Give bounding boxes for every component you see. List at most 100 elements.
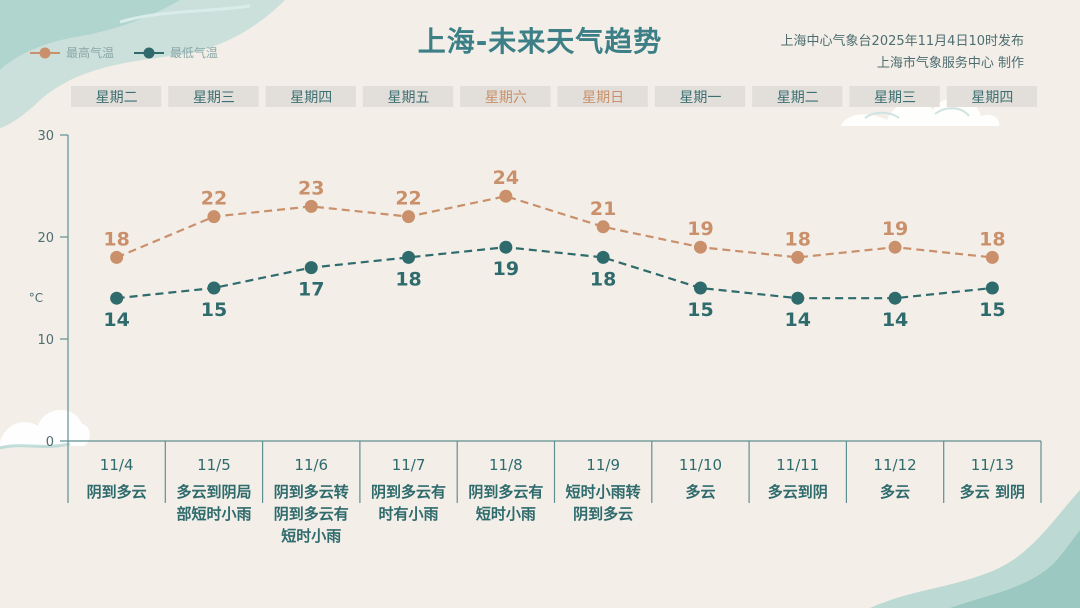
weekday-label: 星期四 bbox=[290, 90, 332, 106]
legend-high: 最高气温 bbox=[28, 44, 114, 61]
weekday-box bbox=[752, 86, 843, 107]
high-temp-label: 23 bbox=[298, 177, 324, 199]
weekday-label: 星期六 bbox=[485, 90, 527, 106]
high-temp-label: 19 bbox=[882, 218, 908, 240]
y-axis-unit: °C bbox=[29, 291, 43, 305]
low-temp-line bbox=[116, 246, 993, 300]
low-temp-point bbox=[888, 291, 902, 305]
low-temp-label: 14 bbox=[882, 309, 908, 331]
high-temp-label: 22 bbox=[201, 188, 227, 210]
weather-description: 部短时小雨 bbox=[176, 505, 251, 523]
weekday-box bbox=[168, 86, 259, 107]
high-temp-point bbox=[304, 199, 318, 213]
high-temp-label: 18 bbox=[785, 228, 811, 250]
weekday-label: 星期日 bbox=[582, 90, 624, 106]
weekday-label: 星期三 bbox=[874, 90, 916, 106]
low-temp-point bbox=[791, 291, 805, 305]
weather-description: 短时小雨 bbox=[476, 505, 536, 523]
weekday-label: 星期三 bbox=[193, 90, 235, 106]
high-temp-point bbox=[499, 189, 513, 203]
publisher-line-2: 上海市气象服务中心 制作 bbox=[876, 56, 1024, 71]
low-temp-point bbox=[207, 281, 221, 295]
weather-description: 阴到多云有 bbox=[468, 483, 543, 501]
date-label: 11/12 bbox=[873, 456, 916, 474]
weather-description: 多云到阴 bbox=[768, 483, 828, 501]
weather-description: 阴到多云有 bbox=[274, 505, 349, 523]
date-label: 11/5 bbox=[197, 456, 231, 474]
low-temp-point bbox=[596, 250, 610, 264]
high-temp-label: 22 bbox=[395, 188, 421, 210]
high-temp-point bbox=[596, 220, 610, 234]
high-temp-point bbox=[888, 240, 902, 254]
weather-description: 阴到多云 bbox=[573, 505, 633, 523]
weather-description: 阴到多云转 bbox=[274, 483, 349, 501]
weather-description: 阴到多云有 bbox=[371, 483, 446, 501]
low-temp-label: 15 bbox=[201, 299, 227, 321]
high-temp-label: 24 bbox=[493, 167, 519, 189]
weather-description: 阴到多云 bbox=[87, 483, 147, 501]
weekday-box bbox=[849, 86, 940, 107]
date-label: 11/6 bbox=[294, 456, 328, 474]
cloud-left-decoration bbox=[0, 409, 90, 450]
weather-description: 短时小雨 bbox=[281, 527, 341, 545]
legend-high-label: 最高气温 bbox=[66, 46, 115, 60]
low-temp-label: 14 bbox=[103, 309, 129, 331]
y-tick-label: 10 bbox=[37, 333, 54, 348]
high-temp-label: 18 bbox=[979, 228, 1005, 250]
low-temp-label: 19 bbox=[493, 258, 519, 280]
weekday-box bbox=[946, 86, 1037, 107]
y-tick-label: 0 bbox=[46, 435, 54, 450]
date-label: 11/11 bbox=[776, 456, 819, 474]
weekday-box bbox=[265, 86, 356, 107]
weekday-label: 星期四 bbox=[971, 90, 1013, 106]
low-temp-label: 14 bbox=[785, 309, 811, 331]
low-temp-point bbox=[304, 261, 318, 275]
date-label: 11/7 bbox=[392, 456, 426, 474]
weather-description: 多云 到阴 bbox=[960, 483, 1025, 501]
high-temp-point bbox=[985, 250, 999, 264]
low-temp-label: 15 bbox=[979, 299, 1005, 321]
low-temp-label: 15 bbox=[687, 299, 713, 321]
low-temp-label: 18 bbox=[590, 268, 616, 290]
low-temp-point bbox=[693, 281, 707, 295]
high-temp-line bbox=[116, 195, 993, 259]
y-tick-label: 30 bbox=[37, 129, 54, 144]
weekday-box bbox=[362, 86, 454, 107]
low-temp-point bbox=[402, 250, 416, 264]
low-temp-marker-icon bbox=[133, 47, 164, 58]
weather-description: 多云到阴局 bbox=[176, 483, 251, 501]
high-temp-label: 21 bbox=[590, 198, 616, 220]
high-temp-point bbox=[402, 210, 416, 224]
date-label: 11/4 bbox=[100, 456, 134, 474]
y-tick-label: 20 bbox=[37, 231, 54, 246]
weather-description: 多云 bbox=[685, 483, 715, 501]
top-left-decoration bbox=[0, 0, 285, 128]
weekday-label: 星期二 bbox=[777, 90, 819, 106]
high-temp-point bbox=[207, 210, 221, 224]
date-label: 11/10 bbox=[679, 456, 722, 474]
date-label: 11/13 bbox=[971, 456, 1014, 474]
weekday-box bbox=[557, 86, 648, 107]
weekday-box bbox=[654, 86, 746, 107]
date-label: 11/9 bbox=[586, 456, 620, 474]
low-temp-label: 17 bbox=[298, 279, 324, 301]
high-temp-point bbox=[693, 240, 707, 254]
high-temp-point bbox=[791, 250, 805, 264]
publisher-line-1: 上海中心气象台2025年11月4日10时发布 bbox=[780, 34, 1024, 49]
weather-description: 短时小雨转 bbox=[566, 483, 641, 501]
high-temp-label: 18 bbox=[103, 228, 129, 250]
high-temp-point bbox=[110, 250, 124, 264]
date-label: 11/8 bbox=[489, 456, 523, 474]
weekday-box bbox=[71, 86, 162, 107]
weekday-box bbox=[460, 86, 551, 107]
weekday-label: 星期二 bbox=[96, 90, 138, 106]
weekday-label: 星期一 bbox=[679, 90, 721, 106]
page-title: 上海-未来天气趋势 bbox=[417, 25, 663, 58]
legend-low: 最低气温 bbox=[132, 44, 218, 61]
high-temp-label: 19 bbox=[687, 218, 713, 240]
low-temp-point bbox=[499, 240, 513, 254]
high-temp-marker-icon bbox=[30, 47, 60, 58]
weekday-label: 星期五 bbox=[388, 90, 430, 106]
bottom-right-decoration bbox=[870, 490, 1080, 608]
